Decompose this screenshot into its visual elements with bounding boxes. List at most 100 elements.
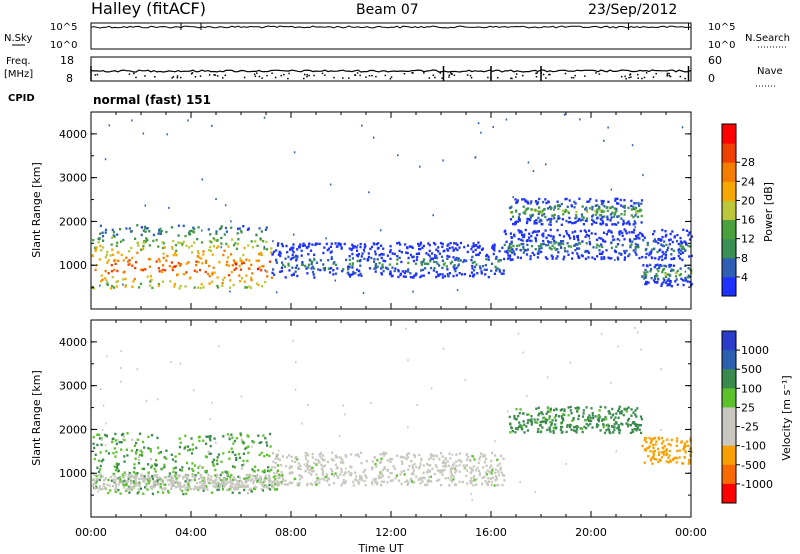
echo-cell [373, 456, 376, 459]
echo-cell [591, 208, 594, 211]
echo-cell [230, 480, 233, 483]
echo-cell [111, 285, 114, 288]
echo-cell [530, 208, 533, 211]
nave-dot [684, 77, 686, 80]
echo-cell [574, 407, 577, 410]
echo-cell [255, 477, 259, 481]
colorbar-swatch [722, 143, 736, 163]
echo-cell [643, 448, 646, 451]
echo-cell [520, 425, 523, 428]
echo-cell [255, 282, 259, 285]
echo-cell [592, 416, 595, 420]
echo-cell [180, 469, 183, 472]
echo-cell [252, 474, 255, 477]
echo-cell [667, 442, 670, 446]
nave-dot [668, 72, 670, 75]
echo-cell [249, 479, 253, 482]
echo-cell [228, 488, 231, 491]
echo-cell [95, 480, 98, 483]
echo-cell [122, 438, 124, 441]
echo-cell [608, 428, 611, 432]
echo-cell [523, 198, 526, 201]
echo-cell [419, 165, 421, 168]
echo-cell [389, 245, 392, 248]
echo-cell [519, 256, 522, 260]
echo-cell [462, 464, 465, 467]
colorbar-tick-label: 4 [741, 271, 748, 284]
echo-cell [457, 263, 460, 266]
echo-cell [317, 459, 320, 462]
echo-cell [183, 447, 186, 450]
echo-cell [554, 419, 557, 422]
echo-cell [429, 464, 432, 467]
nave-dot [574, 74, 576, 77]
echo-cell [504, 250, 507, 253]
echo-cell [432, 241, 436, 245]
echo-cell [602, 426, 605, 429]
echo-cell [178, 452, 181, 456]
echo-cell [687, 444, 690, 447]
echo-cell [549, 421, 552, 424]
echo-cell [128, 486, 132, 490]
echo-cell [600, 243, 603, 246]
echo-cell [100, 475, 103, 478]
echo-cell [106, 261, 109, 264]
echo-cell [267, 466, 270, 469]
echo-cell [354, 471, 357, 474]
echo-cell [599, 405, 602, 409]
echo-cell [232, 259, 235, 262]
echo-cell [280, 474, 284, 477]
echo-cell [420, 478, 423, 481]
echo-cell [535, 240, 538, 243]
echo-cell [325, 237, 327, 240]
echo-cell [177, 241, 180, 244]
echo-cell [362, 292, 365, 295]
echo-cell [455, 242, 458, 245]
echo-cell [520, 231, 523, 234]
echo-cell [577, 414, 580, 417]
echo-cell [429, 470, 432, 473]
echo-cell [236, 232, 239, 235]
echo-cell [412, 472, 415, 476]
echo-cell [600, 252, 604, 255]
echo-cell [276, 480, 280, 483]
echo-cell [251, 445, 253, 448]
echo-cell [485, 254, 488, 258]
echo-cell [579, 219, 582, 222]
echo-cell [576, 410, 579, 413]
echo-cell [673, 257, 676, 260]
echo-cell [268, 483, 271, 487]
echo-cell [301, 249, 303, 252]
echo-cell [321, 477, 324, 480]
echo-cell [584, 208, 587, 211]
echo-cell [640, 214, 643, 218]
echo-cell [582, 216, 585, 219]
echo-cell [202, 286, 205, 289]
echo-cell [490, 480, 493, 484]
echo-cell [427, 262, 430, 266]
echo-cell [469, 274, 472, 278]
nave-dot [359, 74, 361, 77]
echo-cell [576, 252, 579, 255]
echo-cell [331, 469, 334, 473]
echo-cell [153, 467, 156, 471]
echo-cell [422, 258, 426, 261]
echo-cell [567, 211, 570, 215]
echo-cell [306, 483, 309, 487]
echo-cell [598, 249, 601, 252]
echo-cell [456, 289, 459, 292]
echo-cell [552, 408, 556, 412]
echo-cell [623, 408, 626, 411]
echo-cell [525, 239, 528, 243]
echo-cell [134, 482, 137, 485]
echo-cell [623, 204, 626, 208]
echo-cell [360, 477, 363, 480]
echo-cell [661, 244, 664, 247]
velocity-colorbar-frame [721, 330, 737, 504]
echo-cell [551, 214, 554, 217]
echo-cell [603, 256, 606, 259]
echo-cell [119, 480, 122, 484]
echo-cell [573, 244, 577, 247]
